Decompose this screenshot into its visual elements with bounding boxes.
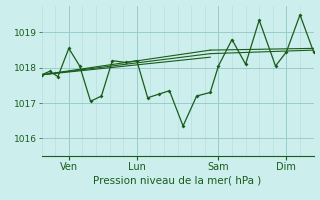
X-axis label: Pression niveau de la mer( hPa ): Pression niveau de la mer( hPa ) (93, 176, 262, 186)
